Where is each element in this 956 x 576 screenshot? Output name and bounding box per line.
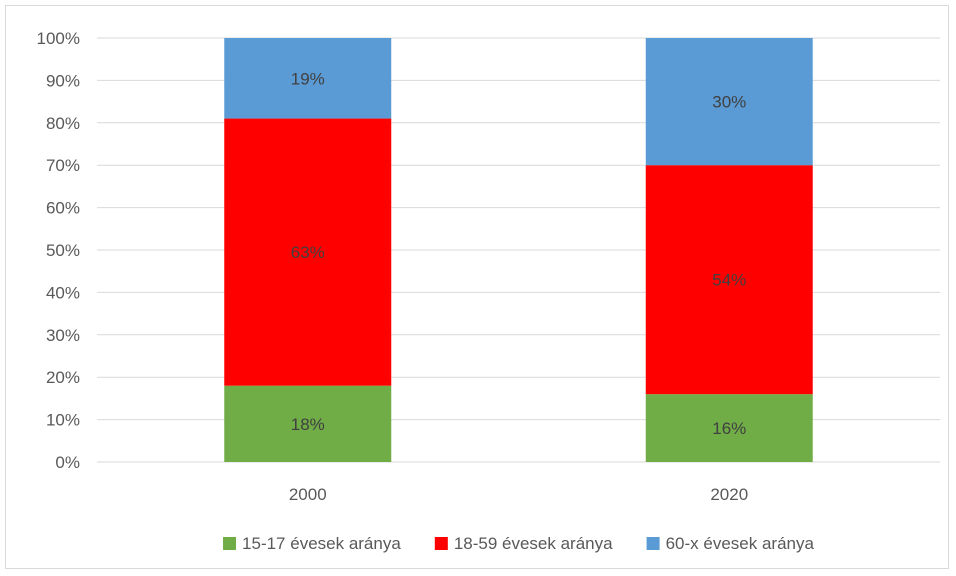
x-axis: 2000 2020: [289, 485, 748, 504]
legend-swatch: [223, 537, 237, 550]
legend-label: 15-17 évesek aránya: [242, 534, 401, 553]
legend-swatch: [646, 537, 660, 550]
data-label: 18%: [291, 415, 325, 434]
y-tick-label: 70%: [46, 156, 80, 175]
bar-segment: [224, 385, 392, 462]
data-label: 16%: [712, 419, 746, 438]
data-label: 30%: [712, 93, 746, 112]
data-label: 63%: [291, 243, 325, 262]
legend-item: 18-59 évesek aránya: [434, 534, 613, 553]
y-tick-label: 50%: [46, 241, 80, 260]
legend-item: 60-x évesek aránya: [646, 534, 815, 553]
data-label: 54%: [712, 271, 746, 290]
data-label: 19%: [291, 69, 325, 88]
legend-item: 15-17 évesek aránya: [223, 534, 401, 553]
legend-label: 60-x évesek aránya: [666, 534, 815, 553]
bar-segment: [224, 118, 392, 386]
y-tick-label: 100%: [37, 29, 80, 48]
bar-segment: [645, 394, 813, 462]
y-tick-label: 40%: [46, 283, 80, 302]
bar-segment: [645, 38, 813, 166]
legend: 15-17 évesek aránya 18-59 évesek aránya 60…: [223, 534, 814, 553]
legend-swatch: [434, 537, 448, 550]
bars: 18% 63% 19% 16% 54% 30%: [224, 38, 813, 462]
y-tick-label: 80%: [46, 114, 80, 133]
y-tick-label: 30%: [46, 326, 80, 345]
y-tick-label: 60%: [46, 199, 80, 218]
x-tick-label: 2000: [289, 485, 327, 504]
y-axis: 0% 10% 20% 30% 40% 50% 60% 70% 80% 90% 100%: [37, 29, 80, 472]
y-tick-label: 0%: [55, 453, 80, 472]
x-tick-label: 2020: [710, 485, 748, 504]
y-tick-label: 20%: [46, 368, 80, 387]
bar-segment: [224, 38, 392, 119]
legend-label: 18-59 évesek aránya: [454, 534, 613, 553]
gridlines: [97, 37, 940, 463]
bar-segment: [645, 165, 813, 395]
y-tick-label: 90%: [46, 71, 80, 90]
y-tick-label: 10%: [46, 411, 80, 430]
